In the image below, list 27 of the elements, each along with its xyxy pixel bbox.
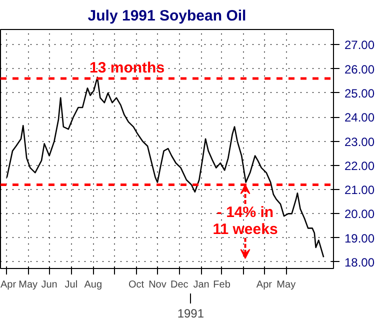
x-tick-label: Oct <box>128 280 144 290</box>
x-tick-label: Feb <box>213 280 231 290</box>
y-tick-label: 18.00 <box>344 255 375 270</box>
chart-title: July 1991 Soybean Oil <box>88 8 246 24</box>
x-tick-label: Aug <box>84 280 102 290</box>
x-tick-label: Jul <box>64 280 78 290</box>
y-tick-label: 26.00 <box>344 62 375 76</box>
x-tick-label: Dec <box>170 280 188 290</box>
y-tick-label: 20.00 <box>344 207 375 222</box>
y-tick-label: 22.00 <box>344 158 375 173</box>
y-tick-label: 23.00 <box>344 134 375 149</box>
x-tick-label: Apr <box>256 280 273 290</box>
y-tick-label: 19.00 <box>344 231 375 246</box>
annotation: 1991 <box>177 306 204 320</box>
annotation: 11 weeks <box>212 220 278 238</box>
x-tick-label: Jan <box>193 280 210 290</box>
y-tick-label: 27.00 <box>344 38 375 52</box>
x-tick-label: Apr <box>0 280 17 290</box>
annotation: - 14% in <box>216 204 274 221</box>
y-tick-label: 25.00 <box>344 86 375 100</box>
y-tick-label: 24.00 <box>344 110 375 125</box>
x-tick-label: May <box>18 280 38 290</box>
x-tick-label: Nov <box>148 280 166 290</box>
ref-line-label: 13 months <box>90 60 165 77</box>
x-tick-label: Jun <box>41 280 58 290</box>
x-tick-label: May <box>276 280 296 290</box>
y-tick-label: 21.00 <box>344 183 375 198</box>
